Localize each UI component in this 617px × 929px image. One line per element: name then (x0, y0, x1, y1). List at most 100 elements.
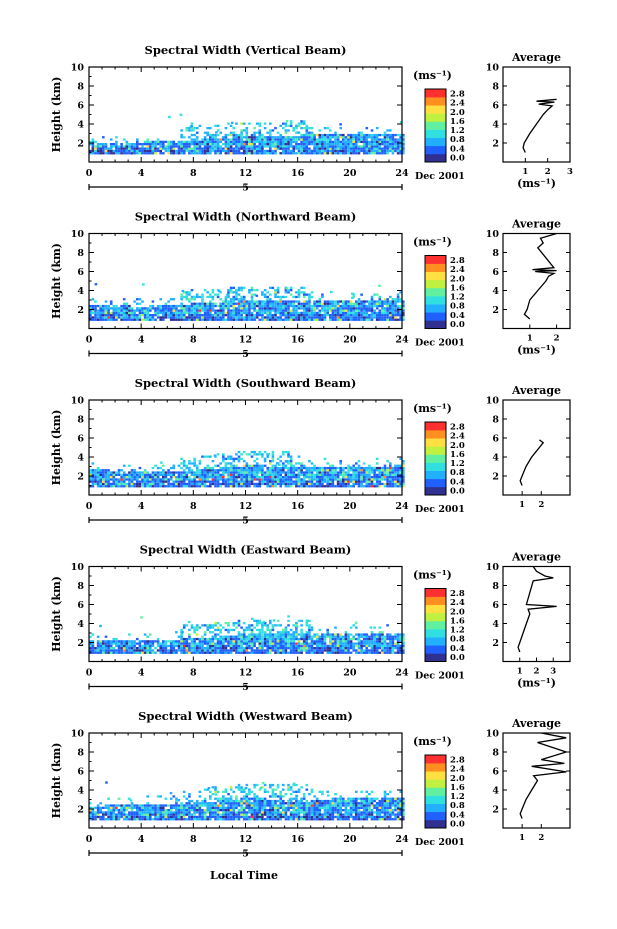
heatmap-cell (399, 476, 402, 479)
heatmap-cell (91, 471, 95, 474)
heatmap-cell (263, 457, 267, 460)
heatmap-cell (342, 644, 345, 648)
heatmap-cell (279, 298, 282, 301)
colorbar-swatch (425, 97, 446, 106)
heatmap-cell (258, 147, 262, 150)
heatmap-cell (89, 818, 92, 821)
heatmap-cell (229, 311, 233, 315)
heatmap-cell (334, 131, 337, 134)
heatmap-cell (141, 318, 144, 321)
heatmap-cell (305, 637, 309, 641)
heatmap-cell (117, 152, 121, 155)
heatmap-cell (344, 149, 348, 153)
heatmap-cell (130, 476, 134, 479)
heatmap-cell (326, 152, 329, 155)
heatmap-cell (164, 471, 168, 474)
heatmap-cell (237, 455, 241, 458)
heatmap-cell (362, 637, 366, 641)
heatmap-cell (266, 143, 269, 146)
heatmap-cell (227, 644, 230, 648)
heatmap-cell (224, 143, 228, 146)
heatmap-cell (373, 314, 376, 317)
heatmap-cell (329, 469, 332, 472)
heatmap-cell (182, 624, 186, 627)
heatmap-cell (154, 147, 157, 150)
heatmap-cell (182, 318, 186, 321)
heatmap-cell (287, 316, 290, 319)
heatmap-cell (375, 143, 379, 146)
heatmap-cell (175, 145, 178, 148)
heatmap-cell (229, 149, 233, 153)
heatmap-cell (373, 133, 376, 137)
heatmap-cell (261, 453, 264, 456)
heatmap-cell (138, 649, 142, 652)
heatmap-cell (151, 471, 155, 474)
heatmap-cell (136, 647, 139, 650)
heatmap-cell (295, 307, 298, 310)
heatmap-cell (255, 622, 259, 625)
heatmap-cell (245, 635, 249, 638)
day-label: 5 (242, 516, 249, 527)
heatmap-cell (318, 302, 322, 305)
heatmap-cell (352, 469, 355, 472)
heatmap-cell (151, 485, 155, 488)
heatmap-cell (201, 469, 204, 472)
heatmap-cell (136, 480, 139, 483)
heatmap-cell (402, 480, 405, 483)
heatmap-cell (339, 300, 342, 303)
heatmap-cell (292, 649, 295, 652)
heatmap-cell (138, 647, 142, 650)
colorbar-tick-label: 1.2 (450, 293, 465, 303)
heatmap-cell (295, 291, 298, 294)
heatmap-cell (128, 143, 131, 146)
heatmap-cell (120, 647, 123, 650)
heatmap-cell (211, 624, 215, 627)
heatmap-cell (339, 462, 342, 465)
heatmap-cell (219, 152, 222, 155)
heatmap-cell (302, 464, 306, 467)
heatmap-cell (104, 640, 108, 643)
heatmap-cell (308, 304, 311, 308)
heatmap-cell (287, 149, 290, 153)
heatmap-cell (258, 152, 262, 155)
heatmap-cell (190, 462, 194, 465)
heatmap-cell (331, 480, 335, 483)
heatmap-cell (300, 147, 303, 150)
heatmap-cell (240, 122, 243, 125)
heatmap-cell (305, 466, 309, 470)
heatmap-cell (250, 640, 254, 643)
heatmap-cell (331, 318, 335, 321)
heatmap-cell (229, 485, 233, 488)
heatmap-cell (211, 478, 215, 481)
heatmap-cell (190, 649, 194, 652)
heatmap-cell (154, 804, 157, 807)
heatmap-cell (229, 647, 233, 650)
heatmap-cell (331, 311, 335, 315)
heatmap-cell (229, 635, 233, 638)
heatmap-cell (279, 480, 282, 483)
heatmap-cell (117, 316, 121, 319)
heatmap-cell (329, 473, 332, 476)
heatmap-cell (237, 298, 241, 301)
heatmap-cell (211, 314, 215, 317)
heatmap-cell (216, 622, 220, 625)
heatmap-cell (193, 478, 196, 481)
heatmap-cell (295, 138, 298, 141)
heatmap-cell (302, 143, 306, 146)
heatmap-cell (331, 469, 335, 472)
heatmap-cell (365, 485, 369, 488)
heatmap-cell (255, 309, 259, 312)
colorbar-tick-label: 2.4 (450, 598, 465, 608)
heatmap-cell (229, 133, 233, 137)
heatmap-cell (378, 304, 382, 308)
heatmap-cell (402, 152, 405, 155)
heatmap-cell (201, 651, 204, 654)
heatmap-cell (130, 649, 134, 652)
heatmap-cell (172, 316, 176, 319)
heatmap-cell (182, 462, 186, 465)
heatmap-cell (370, 316, 374, 319)
heatmap-cell (102, 311, 105, 315)
heatmap-cell (193, 649, 196, 652)
heatmap-cell (315, 143, 319, 146)
heatmap-cell (130, 145, 134, 148)
